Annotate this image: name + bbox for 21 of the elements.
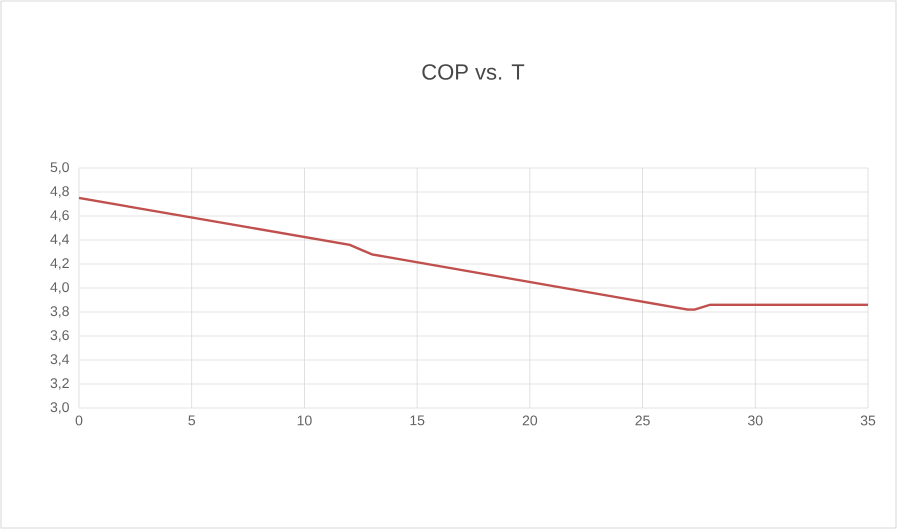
x-tick-label: 0: [76, 416, 82, 426]
chart-title: COP vs. T: [422, 64, 524, 80]
y-tick-label: 3,8: [50, 306, 69, 318]
y-tick-label: 4,2: [50, 258, 69, 270]
y-tick-label: 3,4: [50, 354, 70, 366]
x-tick-label: 35: [860, 416, 876, 426]
x-tick-label: 20: [522, 416, 538, 426]
x-tick-label: 15: [410, 416, 424, 426]
x-tick-label: 10: [298, 416, 312, 426]
y-tick-label: 4,0: [50, 282, 69, 294]
line-series: [78, 196, 870, 311]
x-tick-label: 5: [188, 416, 196, 426]
y-tick-label: 4,6: [50, 210, 69, 222]
y-tick-label: 4,8: [50, 186, 69, 198]
y-tick-label: 5,0: [50, 162, 69, 174]
y-tick-label: 3,6: [50, 330, 69, 342]
x-tick-label: 30: [748, 416, 763, 426]
y-tick-label: 4,4: [50, 234, 70, 246]
x-tick-label: 25: [635, 416, 650, 426]
y-tick-label: 3,0: [50, 402, 69, 414]
y-tick-label: 3,2: [50, 378, 69, 390]
